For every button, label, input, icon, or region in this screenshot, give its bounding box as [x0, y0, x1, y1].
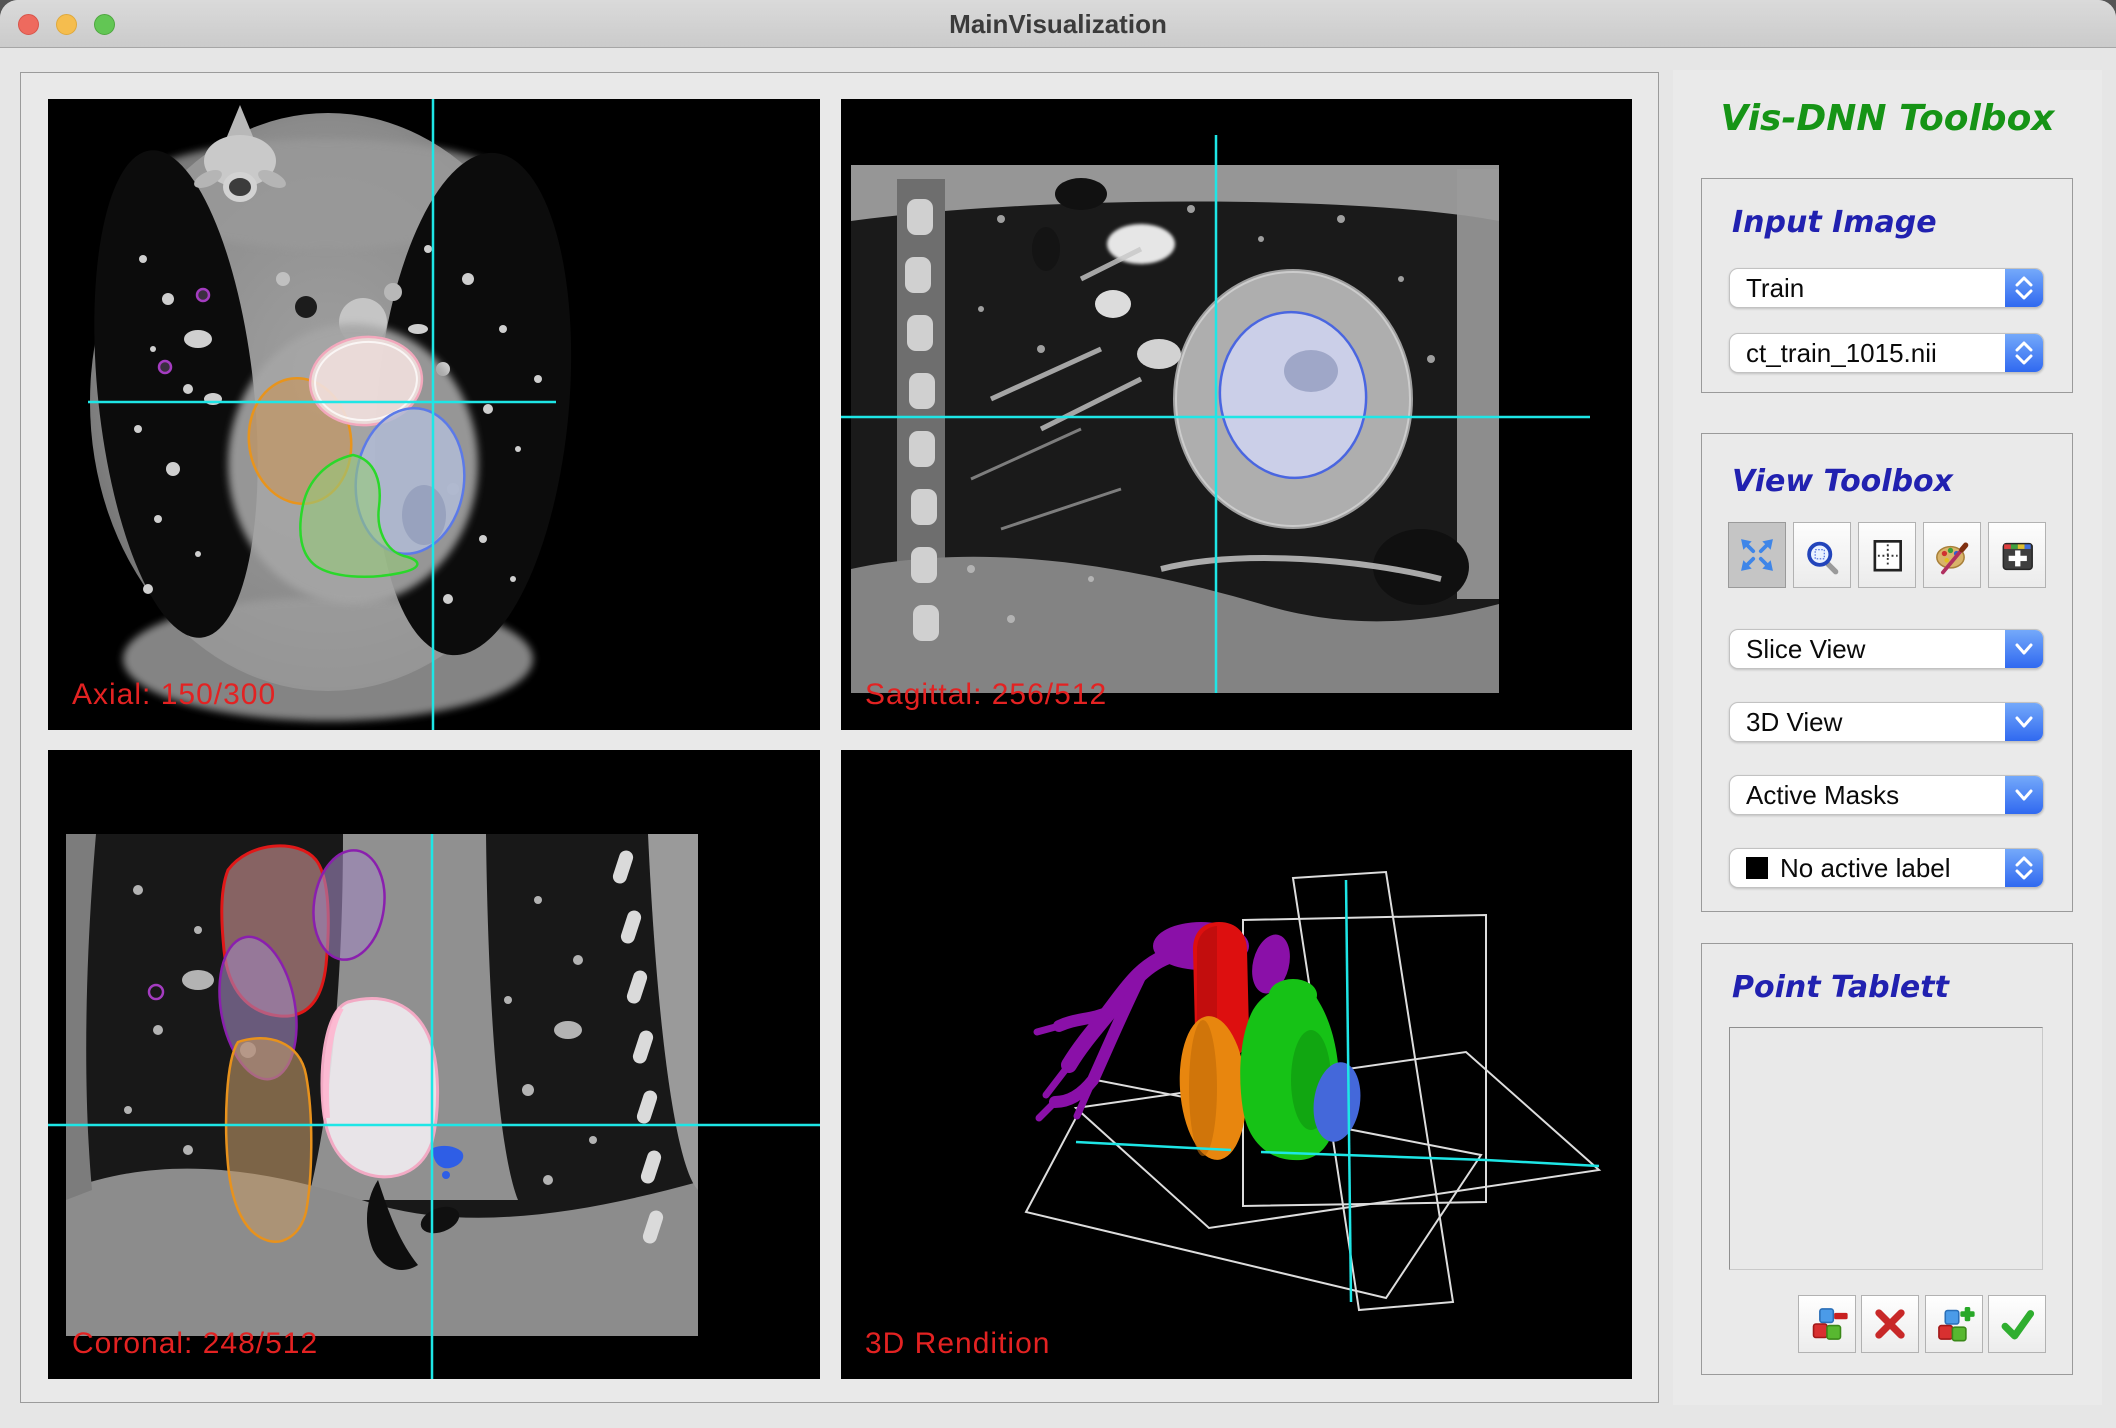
- add-point-icon: [1926, 1296, 1982, 1352]
- toolbox-title: Vis-DNN Toolbox: [1720, 98, 2055, 139]
- coronal-slice-label: Coronal: 248/512: [72, 1327, 319, 1360]
- chevron-down-icon: [2005, 703, 2043, 741]
- chevron-down-icon: [2005, 630, 2043, 668]
- slice-view-value: Slice View: [1746, 634, 1866, 664]
- slice-view-select[interactable]: Slice View: [1729, 629, 2044, 669]
- zoom-button[interactable]: [94, 14, 115, 35]
- spine-column: [905, 199, 939, 641]
- sagittal-viewport[interactable]: Sagittal: 256/512: [841, 99, 1632, 730]
- volume-rendering: [1024, 870, 1602, 1312]
- axial-slice-label: Axial: 150/300: [72, 678, 277, 711]
- point-tablett-group: Point Tablett: [1701, 943, 2073, 1375]
- vertebra: [194, 105, 286, 202]
- file-value: ct_train_1015.nii: [1746, 338, 1937, 368]
- confirm-points-button[interactable]: [1988, 1295, 2046, 1353]
- sagittal-slice-label: Sagittal: 256/512: [865, 678, 1108, 711]
- mask-left-ventricle: [1218, 310, 1368, 480]
- point-tablett-heading: Point Tablett: [1732, 970, 1949, 1005]
- input-image-group: Input Image Train ct_train_1015.nii: [1701, 178, 2073, 393]
- mask-small-vessels: [157, 287, 211, 375]
- mask-right-atrium: [224, 1037, 313, 1243]
- remove-point-icon: [1799, 1296, 1855, 1352]
- input-image-heading: Input Image: [1732, 205, 1937, 240]
- file-select[interactable]: ct_train_1015.nii: [1729, 333, 2044, 373]
- mask-right-ventricle: [299, 453, 419, 578]
- stepper-icon: [2005, 849, 2043, 887]
- label-color-swatch: [1746, 857, 1768, 879]
- sagittal-ct-slice: [841, 135, 1590, 693]
- active-label-select[interactable]: No active label: [1729, 848, 2044, 888]
- axial-ct-slice: [88, 99, 572, 730]
- coronal-viewport[interactable]: Coronal: 248/512: [48, 750, 820, 1379]
- zoom-tool-button[interactable]: [1793, 522, 1851, 588]
- crosshair-grid-icon: [1859, 523, 1915, 587]
- 3d-view-select[interactable]: 3D View: [1729, 702, 2044, 742]
- zoom-magnifier-icon: [1794, 523, 1850, 587]
- stepper-icon: [2005, 334, 2043, 372]
- active-masks-select[interactable]: Active Masks: [1729, 775, 2044, 815]
- point-list[interactable]: [1729, 1027, 2043, 1270]
- dataset-value: Train: [1746, 273, 1805, 303]
- window-title: MainVisualization: [949, 9, 1167, 39]
- view-toolbox-group: View Toolbox: [1701, 433, 2073, 912]
- stepper-icon: [2005, 269, 2043, 307]
- mask-pulmonary-artery-upper: [312, 849, 386, 961]
- add-overlay-icon: [1989, 523, 2045, 587]
- remove-point-button[interactable]: [1798, 1295, 1856, 1353]
- mask-left-ventricle: [320, 997, 440, 1179]
- lung-speckles: [967, 205, 1435, 623]
- minimize-button[interactable]: [56, 14, 77, 35]
- active-masks-value: Active Masks: [1746, 780, 1900, 810]
- crosshair-tool-button[interactable]: [1858, 522, 1916, 588]
- delete-x-icon: [1862, 1296, 1918, 1352]
- viewport-grid-panel: Axial: 150/300: [20, 72, 1659, 1403]
- paint-palette-icon: [1924, 523, 1980, 587]
- paint-masks-button[interactable]: [1923, 522, 1981, 588]
- mesh-right-atrium: [1179, 1016, 1247, 1160]
- active-label-value: No active label: [1746, 849, 1951, 887]
- rendition-label: 3D Rendition: [865, 1327, 1051, 1360]
- rib-column: [612, 850, 664, 1244]
- expand-view-button[interactable]: [1728, 522, 1786, 588]
- expand-arrows-icon: [1729, 523, 1785, 587]
- hilar-vessels: [970, 224, 1181, 531]
- delete-points-button[interactable]: [1861, 1295, 1919, 1353]
- confirm-check-icon: [1989, 1296, 2045, 1352]
- 3d-view-value: 3D View: [1746, 707, 1843, 737]
- toolbox-panel: Vis-DNN Toolbox Input Image Train ct_tra…: [1673, 70, 2102, 1405]
- add-overlay-button[interactable]: [1988, 522, 2046, 588]
- close-button[interactable]: [18, 14, 39, 35]
- rendition-viewport[interactable]: 3D Rendition: [841, 750, 1632, 1379]
- mask-left-atrium: [432, 1145, 464, 1169]
- dataset-select[interactable]: Train: [1729, 268, 2044, 308]
- plane-intersection-lines: [1075, 879, 1600, 1303]
- axial-viewport[interactable]: Axial: 150/300: [48, 99, 820, 730]
- add-point-button[interactable]: [1925, 1295, 1983, 1353]
- title-bar: MainVisualization: [0, 0, 2116, 48]
- coronal-ct-slice: [48, 834, 820, 1379]
- chevron-down-icon: [2005, 776, 2043, 814]
- view-toolbox-heading: View Toolbox: [1732, 464, 1954, 499]
